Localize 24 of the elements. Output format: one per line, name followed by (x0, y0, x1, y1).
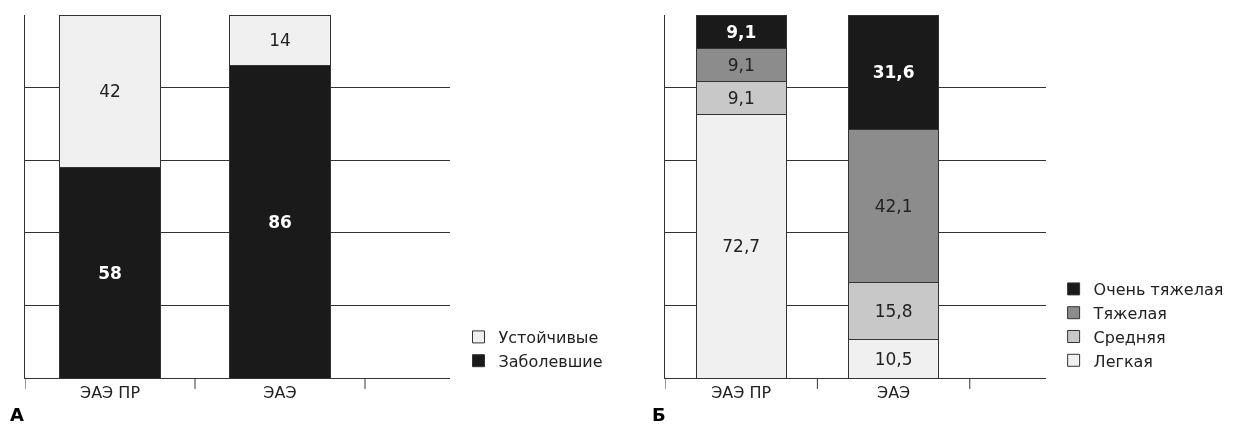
data-label: 9,1 (726, 21, 757, 42)
legend-label: Легкая (1093, 351, 1153, 371)
data-label: 86 (268, 211, 292, 232)
data-label: 42,1 (874, 196, 913, 217)
x-tick-label: ЭАЭ ПР (711, 383, 772, 403)
data-label: 58 (98, 262, 122, 283)
legend-label: Очень тяжелая (1093, 280, 1224, 300)
legend-label: Заболевшие (498, 351, 603, 371)
legend-label: Устойчивые (498, 328, 599, 348)
data-label: 14 (269, 30, 291, 51)
x-tick-label: ЭАЭ (876, 383, 911, 403)
legend-label: Средняя (1093, 327, 1166, 347)
data-label: 31,6 (872, 62, 915, 83)
data-label: 42 (99, 81, 121, 102)
data-label: 9,1 (727, 54, 755, 75)
data-label: 15,8 (874, 301, 913, 322)
legend-label: Тяжелая (1092, 303, 1167, 323)
text: А (10, 404, 24, 425)
x-tick-label: ЭАЭ ПР (79, 383, 141, 403)
x-tick-label: ЭАЭ (263, 383, 297, 403)
text: Б (652, 404, 666, 425)
data-label: 72,7 (722, 236, 761, 257)
data-label: 10,5 (874, 348, 913, 369)
data-label: 9,1 (727, 87, 755, 108)
